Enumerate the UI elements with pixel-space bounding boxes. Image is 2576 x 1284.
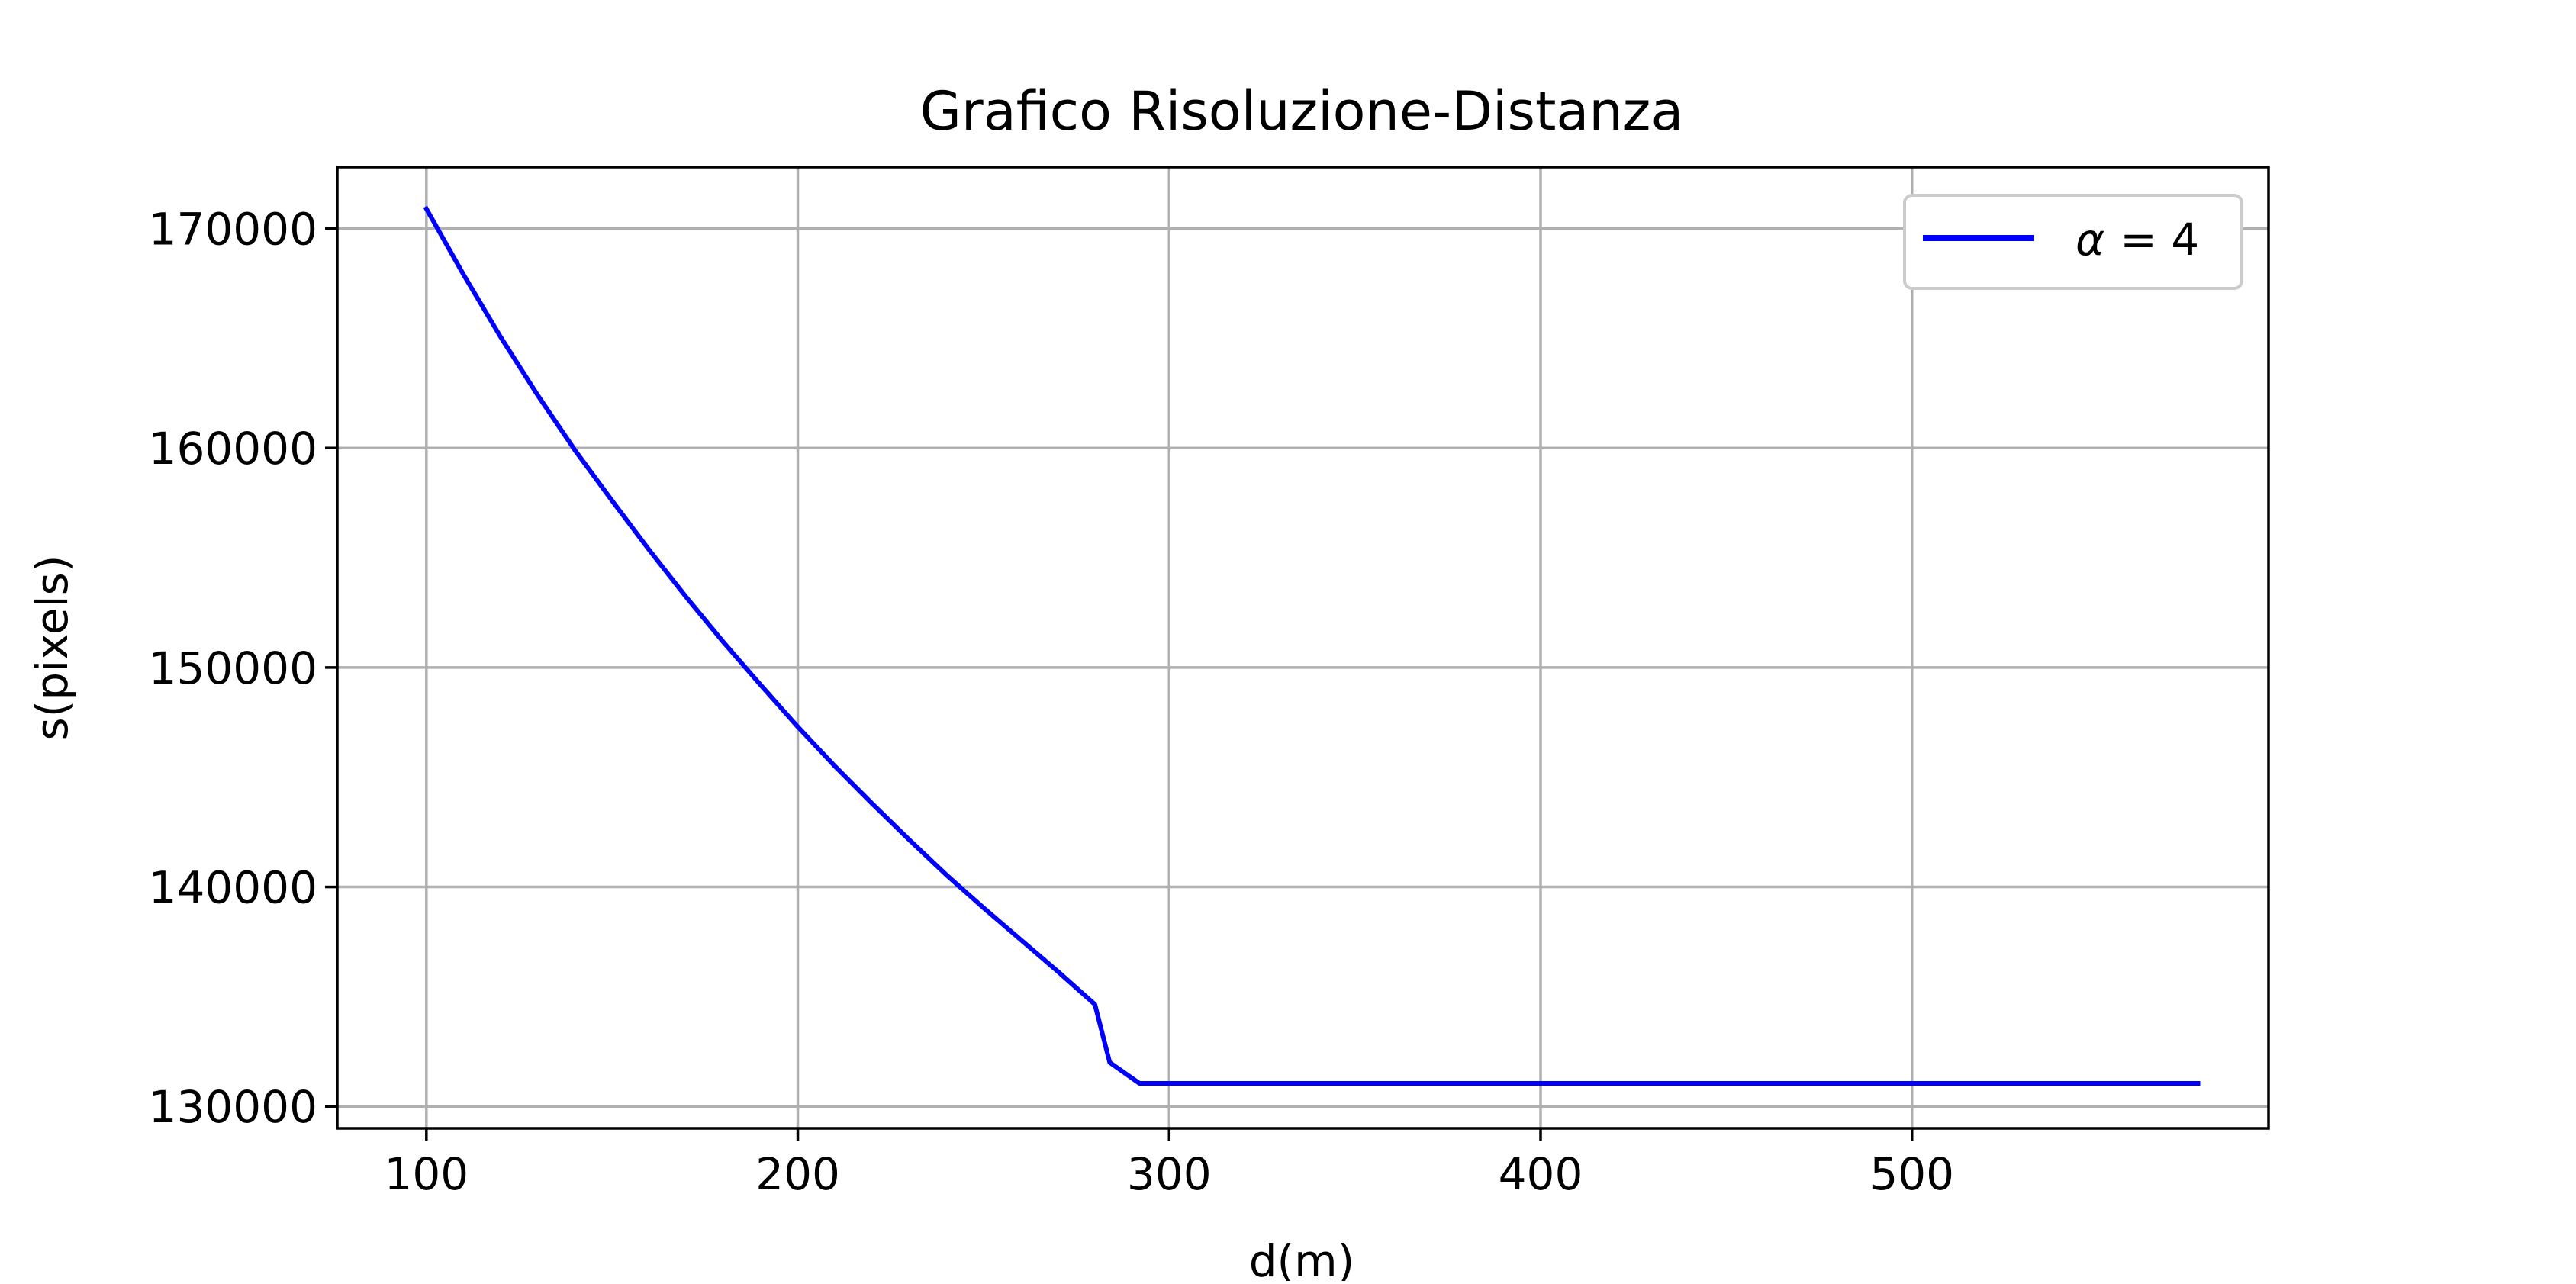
y-tick-label: 150000 — [149, 642, 317, 694]
x-axis-label: d(m) — [1249, 1235, 1355, 1281]
y-tick-label: 130000 — [149, 1081, 317, 1133]
x-tick-label: 400 — [1499, 1148, 1583, 1200]
chart-title: Grafico Risoluzione-Distanza — [920, 80, 1684, 143]
x-tick-label: 100 — [384, 1148, 469, 1200]
y-axis-label: s(pixels) — [26, 555, 78, 741]
legend-alpha-symbol: α — [2075, 214, 2104, 265]
y-tick-label: 140000 — [149, 862, 317, 914]
x-tick-label: 200 — [755, 1148, 840, 1200]
ticks-layer: 100 200 300 400 500 130000 140000 150000 160000 1… — [149, 204, 1955, 1200]
series-line-0 — [423, 205, 2201, 1086]
y-tick-label: 170000 — [149, 204, 317, 256]
y-tick-label: 160000 — [149, 423, 317, 475]
x-tick-label: 300 — [1127, 1148, 1212, 1200]
axes-frame — [336, 166, 2270, 1130]
legend: α = 4 — [1903, 194, 2243, 290]
series-layer — [423, 205, 2201, 1086]
legend-value: = 4 — [2120, 214, 2199, 265]
x-tick-label: 500 — [1869, 1148, 1954, 1200]
legend-label: α = 4 — [2075, 214, 2199, 265]
legend-box — [1903, 194, 2243, 290]
